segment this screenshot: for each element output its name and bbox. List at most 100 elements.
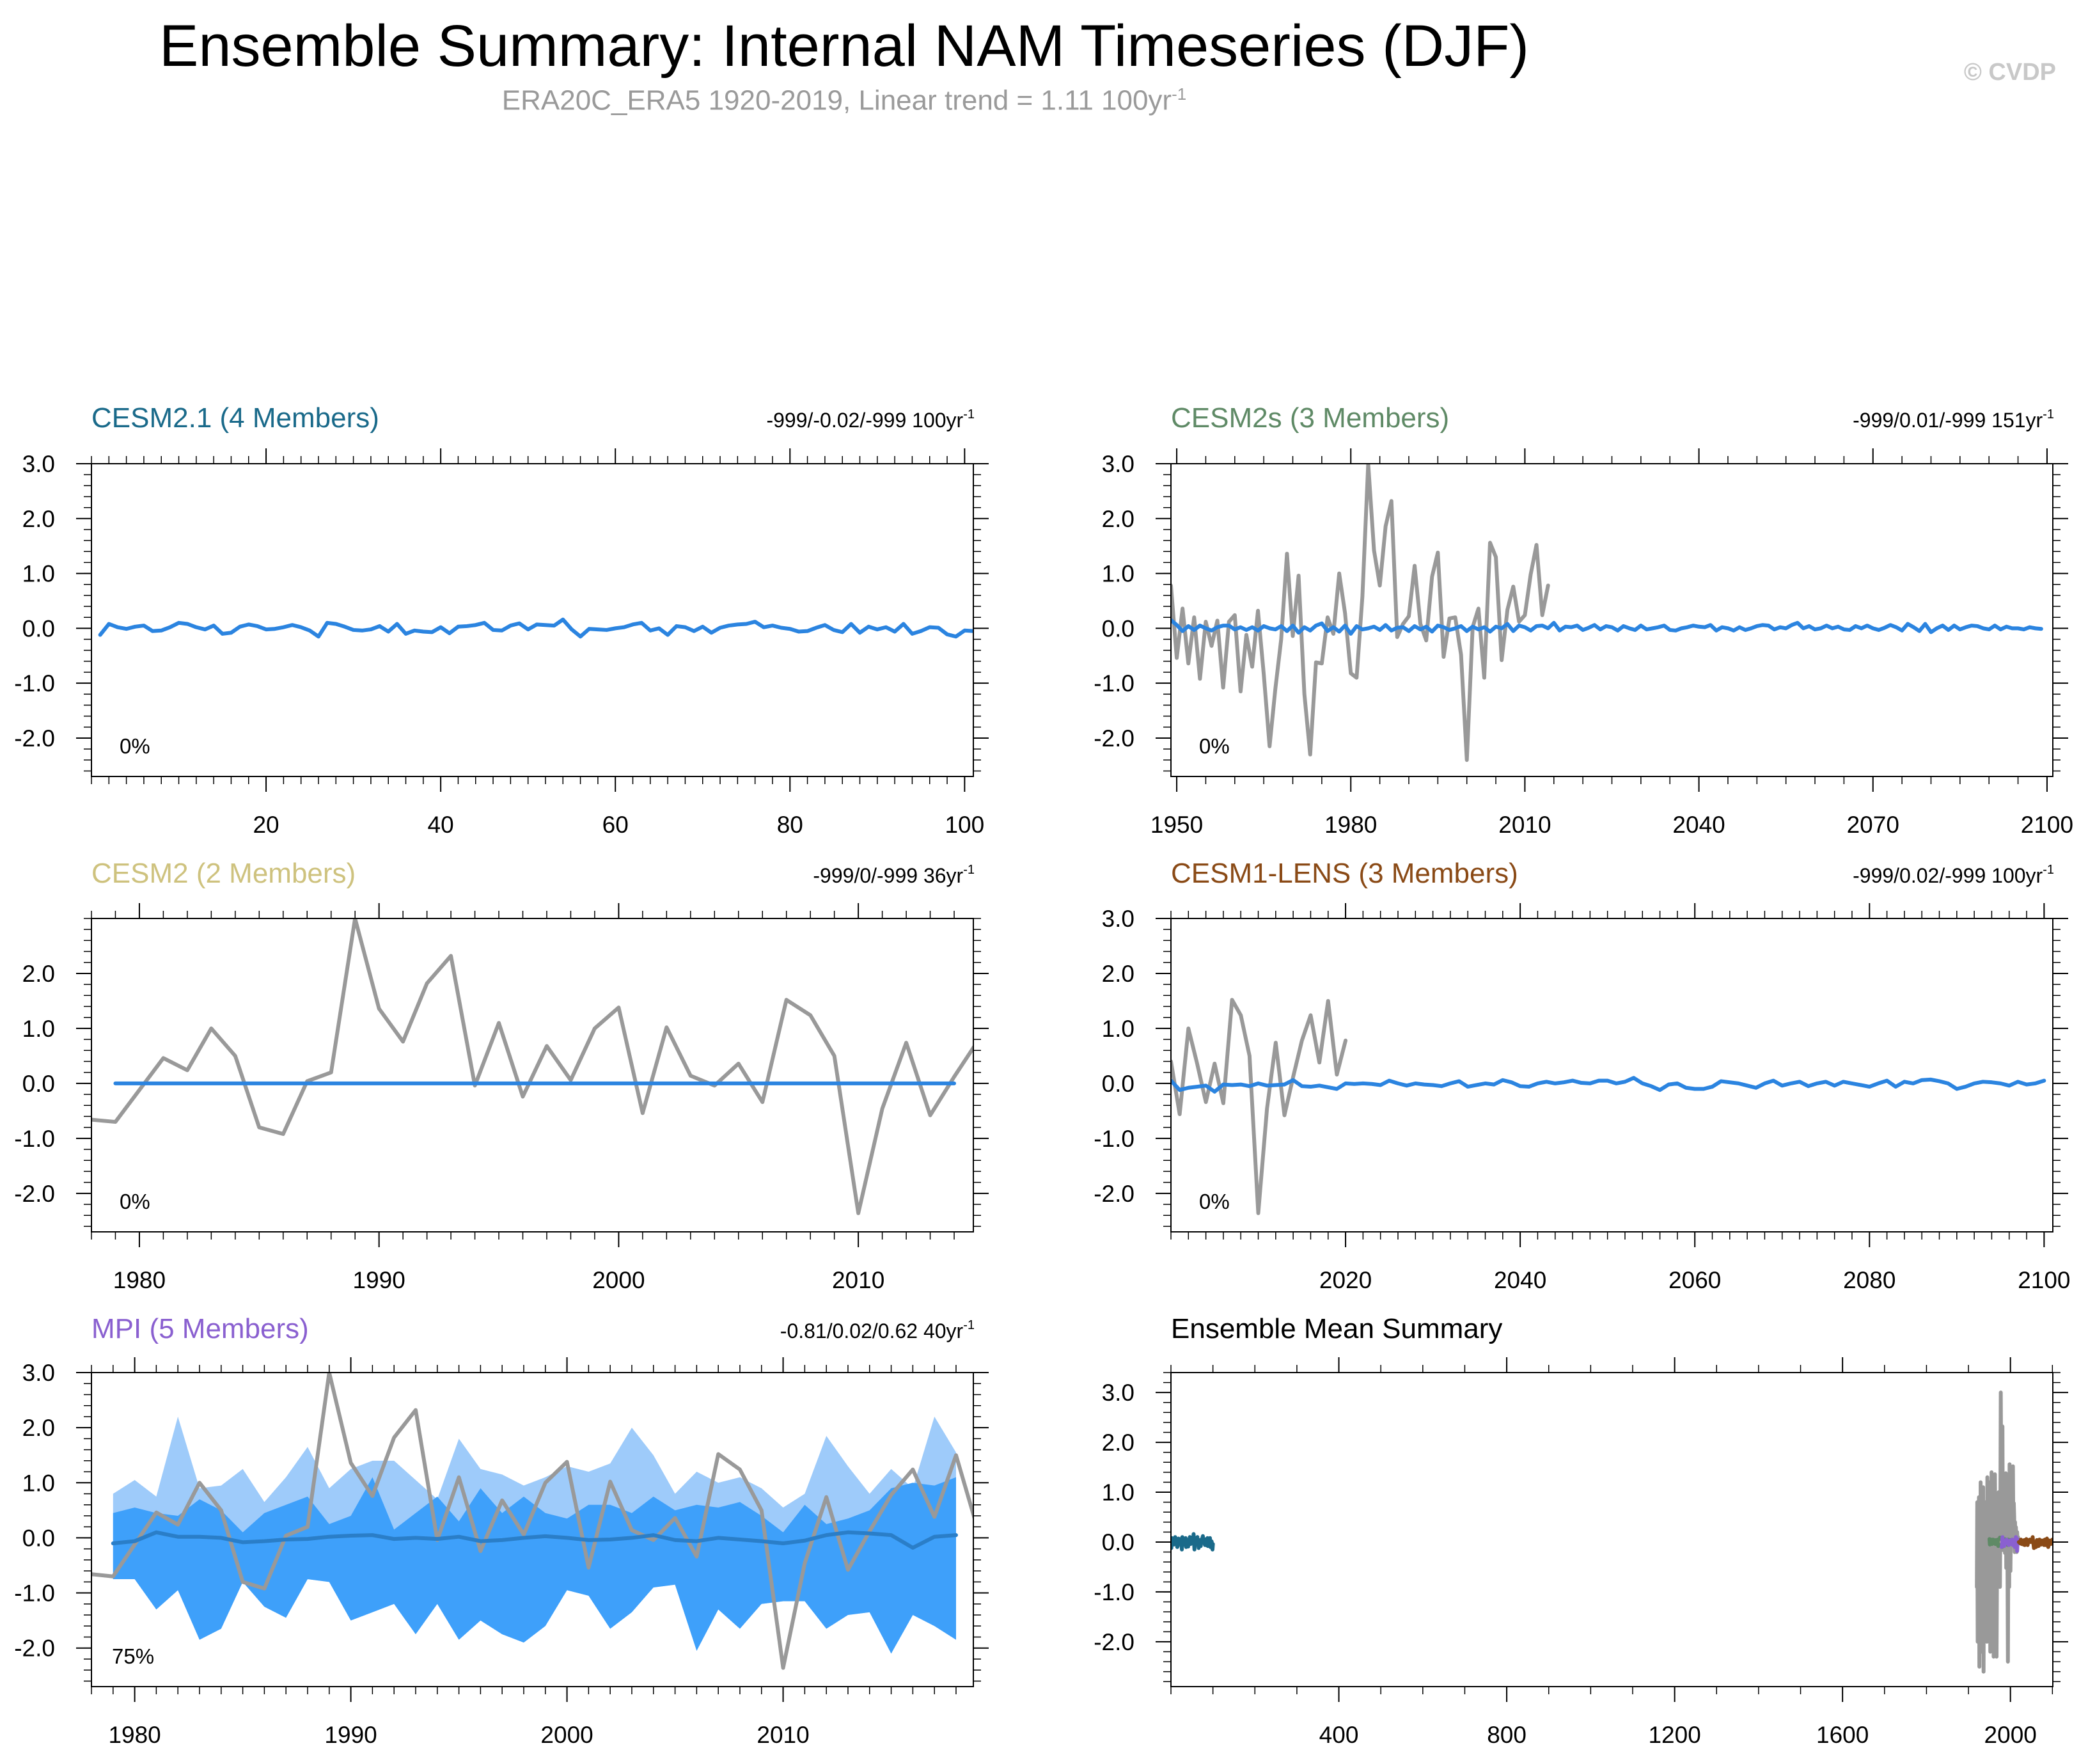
subtitle-superscript: -1 [1172, 84, 1187, 104]
plot-area [1171, 998, 2046, 1215]
plot-frame [91, 463, 974, 777]
page-subtitle: ERA20C_ERA5 1920-2019, Linear trend = 1.… [0, 84, 1688, 117]
trend-superscript: -1 [963, 407, 975, 421]
y-tick-label: 2.0 [22, 1415, 55, 1441]
y-tick-label: 1.0 [22, 561, 55, 587]
trend-label: -999/0.02/-999 100yr-1 [1853, 863, 2054, 887]
trend-superscript: -1 [963, 863, 975, 877]
x-tick-label: 2100 [2021, 812, 2073, 838]
x-tick-label: 2040 [1672, 812, 1725, 838]
y-tick-label: -2.0 [14, 1181, 55, 1207]
subtitle-text: ERA20C_ERA5 1920-2019, Linear trend = 1.… [501, 84, 1172, 116]
plot-frame [1170, 918, 2053, 1232]
trend-main: -999/0.01/-999 151yr [1853, 409, 2043, 432]
y-tick-label: -2.0 [14, 1635, 55, 1662]
plot-frame [91, 1372, 974, 1687]
x-tick-label: 40 [428, 812, 454, 838]
x-tick-label: 1980 [113, 1267, 166, 1293]
plot-area [1171, 1390, 2053, 1674]
chart-panel-4: 3.0 2.0 1.0 0.0 -1.0 -2.0 2020 2040 2060 2080 2100… [1094, 858, 2070, 1293]
percent-label: 0% [120, 734, 150, 758]
x-tick-label: 2040 [1494, 1267, 1546, 1293]
x-tick-label: 2000 [540, 1722, 593, 1748]
plot-area [91, 1373, 973, 1670]
x-tick-label: 80 [777, 812, 803, 838]
y-tick-label: -2.0 [1094, 725, 1134, 752]
x-tick-label: 2060 [1668, 1267, 1721, 1293]
y-tick-label: 3.0 [1102, 906, 1134, 932]
trend-main: -999/0.02/-999 100yr [1853, 864, 2043, 887]
series-line-ensemble-mean [1171, 618, 2043, 636]
plot-frame [1170, 1372, 2053, 1687]
panel-title: CESM2.1 (4 Members) [91, 402, 379, 434]
y-tick-label: -2.0 [14, 725, 55, 752]
x-tick-label: 400 [1319, 1722, 1359, 1748]
percent-label: 0% [1199, 734, 1230, 758]
plot-frame [91, 918, 974, 1232]
x-tick-label: 60 [602, 812, 629, 838]
series-line-cesm1-lens [2016, 1535, 2053, 1550]
x-tick-label: 2000 [1984, 1722, 2037, 1748]
x-tick-label: 2020 [1319, 1267, 1372, 1293]
trend-main: -0.81/0.02/0.62 40yr [780, 1319, 964, 1343]
series-line-mpi [1999, 1535, 2020, 1554]
y-tick-label: 2.0 [1102, 961, 1134, 987]
x-tick-label: 2010 [832, 1267, 884, 1293]
x-tick-label: 2010 [757, 1722, 809, 1748]
y-tick-label: 2.0 [1102, 506, 1134, 532]
y-tick-label: 0.0 [1102, 615, 1134, 642]
y-tick-label: 3.0 [22, 451, 55, 477]
x-tick-label: 2070 [1847, 812, 1899, 838]
y-tick-label: 1.0 [22, 1470, 55, 1496]
y-tick-label: 1.0 [1102, 1479, 1134, 1506]
chart-panel-1: 3.0 2.0 1.0 0.0 -1.0 -2.0 20 40 60 80 100 CESM2.1 (… [14, 402, 989, 838]
y-tick-label: -1.0 [1094, 1579, 1134, 1605]
y-tick-label: 3.0 [1102, 451, 1134, 477]
trend-label: -999/0.01/-999 151yr-1 [1853, 407, 2054, 432]
x-tick-label: 1980 [108, 1722, 161, 1748]
panel-title: MPI (5 Members) [91, 1313, 309, 1344]
trend-main: -999/0/-999 36yr [813, 864, 963, 887]
trend-label: -0.81/0.02/0.62 40yr-1 [780, 1318, 975, 1343]
chart-panel-6: 3.0 2.0 1.0 0.0 -1.0 -2.0 400 800 1200 1600 2000 En… [1094, 1313, 2068, 1748]
trend-main: -999/-0.02/-999 100yr [766, 409, 963, 432]
page-title: Ensemble Summary: Internal NAM Timeserie… [159, 13, 1530, 79]
percent-label: 0% [120, 1190, 150, 1213]
plot-area [98, 617, 973, 639]
y-tick-label: -1.0 [14, 1580, 55, 1607]
x-tick-label: 2100 [2018, 1267, 2070, 1293]
series-line-ensemble-mean [98, 617, 973, 639]
x-tick-label: 2000 [592, 1267, 645, 1293]
series-line-observations [1171, 998, 1348, 1215]
panel-title: Ensemble Mean Summary [1171, 1313, 1502, 1344]
plot-area [91, 918, 973, 1215]
x-tick-label: 1950 [1150, 812, 1203, 838]
copyright-mark: © CVDP [1963, 59, 2056, 86]
series-line-ensemble-mean [1171, 1076, 2046, 1094]
chart-panel-2: 3.0 2.0 1.0 0.0 -1.0 -2.0 1950 1980 2010 2040 2070… [1094, 402, 2073, 838]
x-tick-label: 800 [1487, 1722, 1527, 1748]
x-tick-label: 1990 [353, 1267, 405, 1293]
y-tick-label: 1.0 [1102, 561, 1134, 587]
series-line-observations [1975, 1390, 2021, 1674]
y-tick-label: -2.0 [1094, 1181, 1134, 1207]
panel-title: CESM2 (2 Members) [91, 858, 356, 889]
trend-superscript: -1 [2043, 407, 2054, 421]
percent-label: 0% [1199, 1190, 1230, 1213]
y-tick-label: 2.0 [22, 961, 55, 987]
spread-inner-band [113, 1477, 956, 1654]
y-tick-label: 3.0 [22, 1360, 55, 1386]
y-tick-label: 2.0 [22, 506, 55, 532]
y-tick-label: -2.0 [1094, 1629, 1134, 1655]
y-tick-label: 0.0 [1102, 1071, 1134, 1097]
x-tick-label: 1990 [324, 1722, 377, 1748]
y-tick-label: 0.0 [22, 1525, 55, 1551]
trend-superscript: -1 [2043, 863, 2054, 877]
trend-label: -999/0/-999 36yr-1 [813, 863, 975, 887]
x-tick-label: 1600 [1816, 1722, 1869, 1748]
x-tick-label: 2010 [1498, 812, 1551, 838]
plot-area [1171, 464, 2043, 762]
chart-panel-5: 3.0 2.0 1.0 0.0 -1.0 -2.0 1980 1990 2000 2010 MPI … [14, 1313, 989, 1748]
x-tick-label: 100 [945, 812, 984, 838]
